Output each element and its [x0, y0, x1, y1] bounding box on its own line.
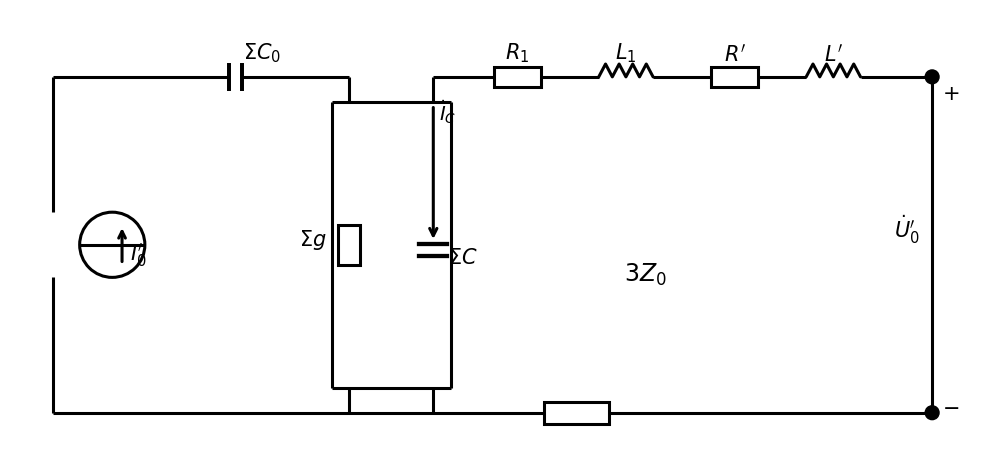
- Text: $\Sigma g$: $\Sigma g$: [298, 228, 326, 252]
- Text: $\dot{U}_0'$: $\dot{U}_0'$: [894, 213, 919, 246]
- Bar: [493, 67, 541, 87]
- Text: $R_1$: $R_1$: [505, 41, 529, 65]
- Bar: [338, 225, 360, 264]
- Text: $-$: $-$: [941, 398, 958, 417]
- Text: $\Sigma C$: $\Sigma C$: [447, 248, 477, 268]
- Text: $\Sigma C_0$: $\Sigma C_0$: [243, 41, 281, 65]
- Bar: [710, 67, 757, 87]
- Text: $L'$: $L'$: [823, 43, 842, 65]
- Bar: [544, 402, 608, 424]
- Text: $3Z_0$: $3Z_0$: [623, 261, 666, 288]
- Text: $+$: $+$: [941, 85, 958, 104]
- Text: $R'$: $R'$: [723, 43, 745, 65]
- Circle shape: [924, 406, 938, 420]
- Text: $\dot{I}_C$: $\dot{I}_C$: [438, 98, 456, 126]
- Text: $I_0'$: $I_0'$: [130, 241, 146, 268]
- Text: $L_1$: $L_1$: [614, 41, 636, 65]
- Circle shape: [924, 70, 938, 84]
